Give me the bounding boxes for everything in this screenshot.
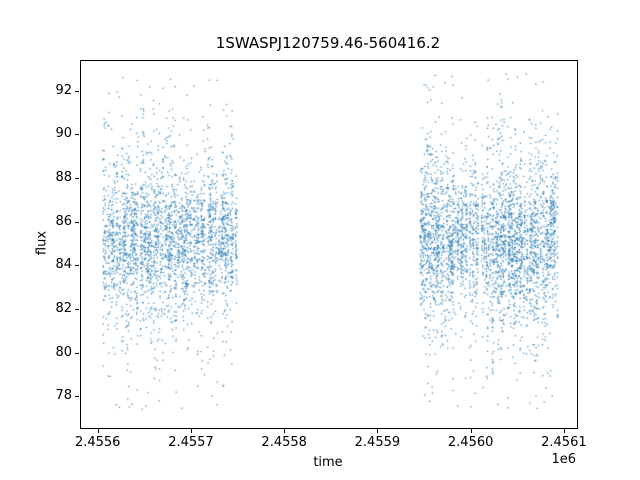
x-tick-label: 2.4559 [354,435,401,450]
y-tick-mark [75,309,79,311]
x-tick-mark [190,429,192,433]
y-axis-label: flux [34,230,50,256]
y-tick-mark [75,265,79,267]
x-tick-label: 2.4560 [447,435,494,450]
y-tick-label: 78 [55,388,72,404]
y-tick-label: 88 [55,169,72,185]
x-tick-mark [97,429,99,433]
x-tick-label: 2.4561 [541,435,587,450]
y-tick-label: 80 [55,344,72,360]
y-tick-mark [75,134,79,136]
x-axis-offset-label: 1e6 [551,452,576,467]
y-tick-label: 84 [55,257,72,273]
y-tick-label: 92 [55,82,72,98]
y-tick-mark [75,221,79,223]
x-tick-mark [377,429,379,433]
x-axis-label: time [313,455,343,470]
x-tick-mark [284,429,286,433]
y-tick-mark [75,90,79,92]
y-tick-label: 90 [55,126,72,142]
y-tick-mark [75,352,79,354]
x-tick-label: 2.4557 [168,435,214,450]
y-tick-mark [75,177,79,179]
chart-title: 1SWASPJ120759.46-560416.2 [215,34,441,52]
x-tick-label: 2.4556 [74,435,121,450]
y-tick-label: 86 [55,213,72,229]
y-tick-label: 82 [55,301,72,317]
y-tick-mark [75,396,79,398]
plot-area [80,60,578,429]
x-tick-mark [470,429,472,433]
x-tick-mark [563,429,565,433]
x-tick-label: 2.4558 [261,435,307,450]
scatter-points-canvas [81,61,577,428]
